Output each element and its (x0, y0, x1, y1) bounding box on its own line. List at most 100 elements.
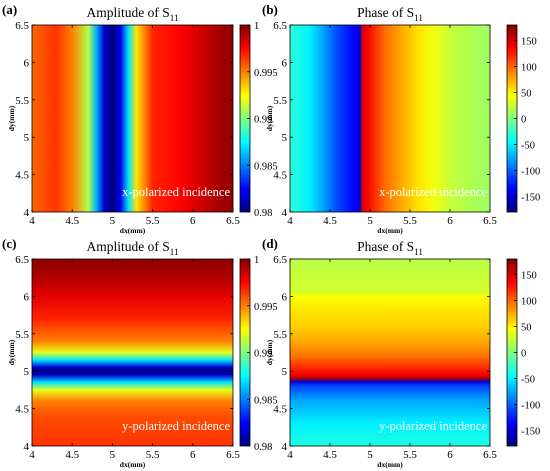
colorbar-tick-label: 1 (254, 21, 259, 32)
y-tick-label: 4.5 (273, 404, 287, 416)
colorbar-tick-label: 0 (521, 349, 526, 360)
plot-frame (31, 258, 234, 447)
y-axis-label: dy(mm) (7, 105, 16, 131)
colorbar-tick-label: -150 (521, 426, 540, 437)
x-tick-label: 5 (367, 449, 373, 461)
x-tick-label: 6.5 (226, 215, 240, 227)
y-tick-label: 6 (282, 291, 288, 303)
x-axis-label: dx(mm) (377, 226, 403, 235)
x-tick-label: 5 (367, 215, 373, 227)
x-tick-label: 4.5 (65, 215, 79, 227)
chart-title: Phase of S11 (357, 5, 423, 23)
heatmap-surface (32, 25, 233, 212)
x-tick-label: 5.5 (403, 215, 417, 227)
x-tick-label: 4.5 (323, 449, 337, 461)
heatmap-surface (290, 25, 490, 212)
chart-title-subscript: 11 (170, 247, 179, 257)
heatmap-surface (32, 259, 233, 446)
y-tick-label: 4 (282, 441, 288, 453)
x-tick-label: 6.5 (483, 449, 497, 461)
x-tick-label: 4 (29, 449, 35, 461)
colorbar-tick-label: 0.99 (254, 115, 272, 126)
x-tick-label: 5 (110, 449, 116, 461)
x-tick-label: 5.5 (403, 449, 417, 461)
y-tick-label: 4.5 (15, 170, 29, 182)
colorbar-tick-label: 150 (521, 271, 537, 282)
colorbar-tick-label: -150 (521, 192, 540, 203)
panel-a: (a) Amplitude of S11 4 4.5 5 5.5 6 6.5 4 4.5 5 5.5 6… (2, 2, 278, 235)
panel-label: (d) (262, 236, 278, 251)
y-tick-label: 6 (282, 57, 288, 69)
colorbar-tick-label: -50 (521, 140, 535, 151)
x-tick-label: 4.5 (323, 215, 337, 227)
panel-c: (c) Amplitude of S11 4 4.5 5 5.5 6 6.5 4 4.5 5 5.5 6… (2, 236, 278, 469)
panel-label: (a) (2, 2, 17, 17)
x-tick-label: 6.5 (226, 449, 240, 461)
y-tick-label: 6.5 (15, 254, 29, 266)
y-tick-label: 6 (24, 291, 30, 303)
x-tick-label: 4 (287, 449, 293, 461)
colorbar-tick-label: 1 (254, 255, 259, 266)
y-tick-label: 4.5 (15, 404, 29, 416)
x-tick-label: 5.5 (146, 449, 160, 461)
colorbar-tick-label: 0.98 (254, 442, 272, 453)
colorbar-tick-label: 50 (521, 323, 532, 334)
plot-frame (289, 258, 491, 447)
chart-title-main: Phase of S (357, 239, 414, 254)
y-tick-label: 4.5 (273, 170, 287, 182)
x-tick-label: 6 (447, 449, 453, 461)
colorbar-tick-label: 0 (521, 115, 526, 126)
x-tick-label: 6 (190, 449, 196, 461)
polarization-annotation: x-polarized incidence (379, 185, 487, 199)
colorbar-tick-label: 0.985 (254, 395, 278, 406)
y-tick-label: 6 (24, 57, 30, 69)
chart-title-main: Amplitude of S (87, 5, 170, 20)
colorbar-tick-label: -100 (521, 166, 540, 177)
y-tick-label: 6.5 (15, 20, 29, 32)
x-axis-label: dx(mm) (120, 460, 146, 469)
colorbar-tick-label: 0.995 (254, 68, 278, 79)
polarization-annotation: y-polarized incidence (379, 419, 487, 433)
chart-title-main: Phase of S (357, 5, 414, 20)
colorbar-tick-label: 50 (521, 89, 532, 100)
colorbar-tick-label: -50 (521, 374, 535, 385)
y-tick-label: 4 (24, 207, 30, 219)
y-tick-label: 5 (282, 132, 288, 144)
colorbar-tick-label: 100 (521, 63, 537, 74)
x-tick-label: 4 (29, 215, 35, 227)
colorbar-tick-label: 0.98 (254, 208, 272, 219)
y-tick-label: 5.5 (15, 95, 29, 107)
y-tick-label: 5 (24, 132, 30, 144)
x-axis-label: dx(mm) (377, 460, 403, 469)
x-axis-label: dx(mm) (120, 226, 146, 235)
y-axis-label: dy(mm) (265, 105, 274, 131)
y-tick-label: 6.5 (273, 20, 287, 32)
y-tick-label: 5 (282, 366, 288, 378)
y-tick-label: 5.5 (273, 329, 287, 341)
x-tick-label: 5 (110, 215, 116, 227)
x-tick-label: 6 (190, 215, 196, 227)
y-tick-label: 6.5 (273, 254, 287, 266)
y-tick-label: 5 (24, 366, 30, 378)
colorbar-tick-label: 0.995 (254, 302, 278, 313)
panel-label: (b) (262, 2, 278, 17)
x-tick-label: 4 (287, 215, 293, 227)
chart-title-subscript: 11 (414, 247, 423, 257)
y-tick-label: 4 (24, 441, 30, 453)
plot-frame (31, 24, 234, 213)
chart-title-main: Amplitude of S (87, 239, 170, 254)
colorbar-tick-label: 0.985 (254, 161, 278, 172)
x-tick-label: 4.5 (65, 449, 79, 461)
chart-title-subscript: 11 (170, 13, 179, 23)
x-tick-label: 5.5 (146, 215, 160, 227)
heatmap-surface (290, 259, 490, 446)
chart-title: Phase of S11 (357, 239, 423, 257)
panel-b: (b) Phase of S11 4 4.5 5 5.5 6 6.5 4 4.5 5 5.5 6 6.5 d… (262, 2, 540, 235)
y-tick-label: 5.5 (15, 329, 29, 341)
chart-title-subscript: 11 (414, 13, 423, 23)
y-axis-label: dy(mm) (265, 339, 274, 365)
colorbar-tick-label: -100 (521, 400, 540, 411)
panel-d: (d) Phase of S11 4 4.5 5 5.5 6 6.5 4 4.5 5 5.5 6 6.5 d… (262, 236, 540, 469)
colorbar-tick-label: 0.99 (254, 349, 272, 360)
